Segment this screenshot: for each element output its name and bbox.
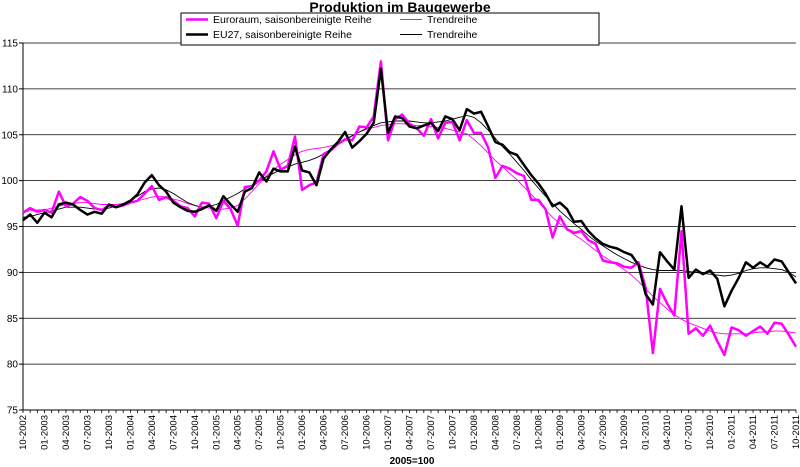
- legend-label-2: EU27, saisonbereinigte Reihe: [213, 29, 352, 41]
- legend-label-3: Trendreihe: [427, 29, 478, 41]
- x-tick-label: 04-2006: [319, 415, 330, 450]
- x-tick-label: 04-2003: [61, 415, 72, 450]
- x-tick-label: 04-2004: [147, 415, 158, 450]
- legend-label-0: Euroraum, saisonbereinigte Reihe: [213, 14, 372, 26]
- series-line-3: [22, 115, 797, 278]
- chart-title: Produktion im Baugewerbe: [309, 0, 490, 15]
- x-tick-label: 07-2009: [598, 415, 609, 450]
- y-tick-label: 85: [7, 314, 19, 325]
- x-tick-label: 01-2011: [727, 415, 738, 449]
- y-tick-label: 100: [1, 176, 18, 187]
- x-tick-label: 10-2007: [447, 415, 458, 450]
- x-tick-label: 04-2005: [233, 415, 244, 450]
- x-tick-label: 04-2011: [748, 415, 759, 449]
- x-tick-label: 10-2011: [791, 415, 800, 449]
- x-tick-label: 01-2004: [125, 415, 136, 450]
- y-tick-label: 90: [7, 268, 19, 279]
- x-tick-label: 04-2009: [576, 415, 587, 450]
- x-tick-label: 07-2005: [254, 415, 265, 450]
- x-tick-label: 10-2004: [190, 415, 201, 450]
- x-axis-title: 2005=100: [390, 456, 435, 467]
- x-tick-label: 01-2005: [211, 415, 222, 450]
- x-tick-label: 10-2009: [619, 415, 630, 450]
- y-tick-label: 75: [7, 406, 19, 417]
- x-tick-label: 01-2010: [641, 415, 652, 450]
- legend-label-1: Trendreihe: [427, 14, 478, 26]
- x-tick-label: 01-2006: [297, 415, 308, 450]
- x-tick-label: 07-2003: [82, 415, 93, 450]
- x-tick-label: 01-2007: [383, 415, 394, 450]
- x-tick-label: 01-2009: [555, 415, 566, 450]
- series-lines: [22, 60, 798, 357]
- x-tick-label: 04-2010: [662, 415, 673, 450]
- series-line-2: [22, 67, 798, 308]
- x-tick-label: 10-2005: [276, 415, 287, 450]
- x-tick-label: 10-2003: [104, 415, 115, 450]
- y-tick-label: 95: [7, 222, 19, 233]
- x-tick-label: 07-2004: [168, 415, 179, 450]
- y-tick-label: 80: [7, 360, 19, 371]
- legend: Euroraum, saisonbereinigte Reihe Trendrei…: [180, 12, 600, 46]
- x-tick-label: 10-2006: [362, 415, 373, 450]
- x-tick-label: 01-2008: [469, 415, 480, 450]
- y-axis: 75 80 85 90 95 100 105 110 115: [1, 39, 23, 417]
- x-tick-label: 10-2010: [705, 415, 716, 450]
- series-line-0: [22, 60, 798, 357]
- x-tick-label: 07-2007: [426, 415, 437, 450]
- x-tick-label: 04-2008: [490, 415, 501, 450]
- x-tick-label: 07-2008: [512, 415, 523, 450]
- x-tick-label: 07-2006: [340, 415, 351, 450]
- y-tick-label: 105: [1, 130, 18, 141]
- y-tick-label: 115: [2, 39, 18, 50]
- y-tick-label: 110: [2, 84, 18, 95]
- legend-box: [180, 12, 600, 46]
- x-tick-label: 07-2011: [770, 415, 781, 449]
- x-tick-label: 10-2002: [18, 415, 29, 450]
- x-tick-label: 10-2008: [533, 415, 544, 450]
- x-axis: 10-2002 01-2003 04-2003 07-2003 10-2003 01-20…: [18, 410, 800, 450]
- x-tick-label: 01-2003: [39, 415, 50, 450]
- x-tick-label: 07-2010: [684, 415, 695, 450]
- x-tick-label: 04-2007: [405, 415, 416, 450]
